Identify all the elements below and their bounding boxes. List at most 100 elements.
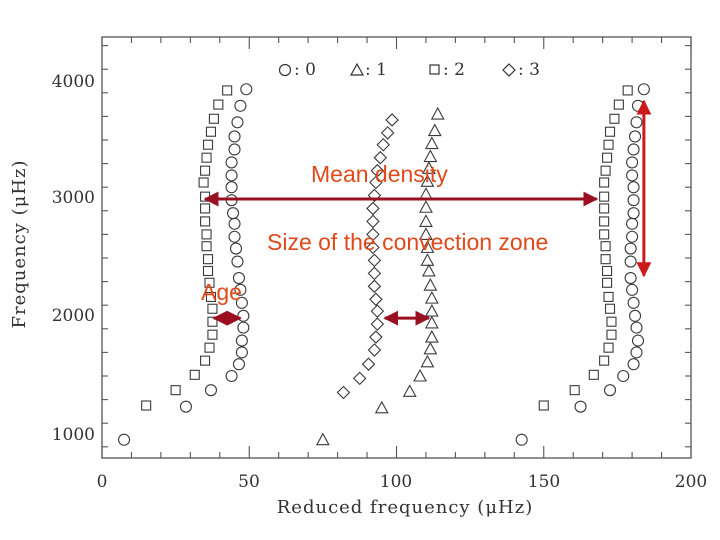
circle-marker: [637, 83, 650, 96]
square-marker: [170, 385, 181, 396]
square-marker: [205, 126, 217, 137]
x-tick-label: 50: [238, 472, 260, 492]
diamond-marker: [376, 137, 391, 152]
circle-marker: [603, 384, 617, 397]
square-marker: [205, 291, 217, 302]
circle-marker: [627, 181, 640, 194]
circle-marker: [624, 272, 637, 285]
triangle-marker: [427, 123, 442, 137]
legend-square-symbol: [429, 64, 440, 75]
triangle-marker: [420, 253, 435, 266]
triangle-marker: [315, 432, 330, 446]
circle-marker: [227, 207, 240, 220]
circle-marker: [515, 433, 528, 446]
triangle-marker: [419, 200, 433, 213]
square-marker: [207, 329, 218, 340]
circle-marker: [231, 255, 244, 268]
circle-marker: [631, 99, 645, 112]
diamond-marker: [366, 214, 380, 229]
triangle-marker: [423, 149, 438, 163]
circle-marker: [118, 433, 131, 446]
triangle-marker: [413, 368, 427, 382]
y-tick-label: 2000: [52, 306, 95, 326]
square-marker: [200, 216, 211, 227]
y-tick-label: 4000: [52, 72, 95, 92]
triangle-marker: [423, 277, 438, 291]
square-marker: [200, 355, 211, 366]
triangle-marker: [424, 290, 439, 304]
legend-diamond-symbol: [502, 63, 516, 77]
diamond-marker: [369, 175, 383, 190]
square-marker: [222, 85, 233, 96]
square-marker: [202, 254, 214, 265]
square-marker: [604, 303, 616, 314]
circle-marker: [630, 116, 643, 129]
diamond-marker: [380, 126, 395, 140]
square-marker: [141, 400, 152, 411]
legend-label: : 3: [518, 60, 540, 80]
square-marker: [201, 241, 212, 252]
diamond-marker: [369, 330, 383, 344]
circle-marker: [626, 230, 639, 243]
y-tick-label: 1000: [52, 425, 95, 445]
triangle-marker: [420, 240, 435, 253]
y-axis: 1000 2000 3000 4000 Frequency (μHz): [9, 72, 95, 445]
triangle-marker: [423, 341, 438, 355]
triangle-marker: [424, 329, 439, 343]
square-marker: [602, 152, 613, 163]
circle-marker: [626, 169, 639, 182]
square-marker: [202, 265, 214, 277]
circle-marker: [240, 83, 253, 96]
square-marker: [204, 342, 215, 353]
legend-item: : 2: [429, 60, 465, 80]
square-marker: [208, 113, 219, 124]
circle-marker: [225, 369, 238, 383]
circle-marker: [627, 143, 640, 156]
triangle-marker: [420, 174, 435, 187]
square-marker: [201, 152, 212, 163]
x-tick-label: 100: [380, 472, 412, 492]
circle-marker: [235, 334, 248, 347]
diamond-marker: [367, 343, 382, 357]
circle-marker: [235, 296, 248, 309]
circle-marker: [630, 321, 643, 334]
circle-marker: [627, 296, 640, 309]
diamond-marker: [367, 266, 382, 281]
axis-ticks: [101, 37, 692, 458]
diamond-marker: [369, 292, 383, 307]
triangle-marker: [402, 384, 417, 397]
circle-marker: [626, 283, 639, 296]
circle-marker: [228, 217, 241, 230]
square-marker: [588, 369, 599, 380]
circle-marker: [626, 156, 639, 169]
square-marker: [606, 329, 617, 340]
circle-marker: [574, 400, 587, 413]
square-marker: [189, 369, 200, 380]
diamond-marker: [367, 253, 382, 268]
diamond-marker: [367, 279, 382, 294]
diamond-marker: [366, 227, 380, 242]
square-marker: [603, 291, 614, 302]
y-axis-title: Frequency (μHz): [9, 159, 30, 328]
triangle-marker: [420, 354, 435, 368]
diamond-marker: [370, 163, 385, 178]
data-markers: [118, 83, 650, 446]
triangle-marker: [421, 263, 436, 277]
legend-item: : 0: [278, 60, 316, 80]
square-marker: [202, 139, 214, 150]
circle-marker: [624, 242, 637, 255]
legend-label: : 2: [443, 60, 465, 80]
square-marker: [602, 265, 613, 277]
legend-label: : 1: [365, 60, 387, 80]
diamond-marker: [366, 240, 380, 255]
square-marker: [599, 229, 610, 240]
circle-marker: [234, 283, 247, 296]
mean-density-label: Mean density: [311, 161, 448, 187]
square-marker: [603, 342, 614, 353]
square-marker: [609, 113, 620, 124]
circle-marker: [232, 272, 245, 285]
square-marker: [604, 126, 616, 137]
circle-marker: [204, 384, 218, 397]
convection-zone-label: Size of the convection zone: [267, 229, 548, 255]
square-marker: [198, 177, 209, 188]
